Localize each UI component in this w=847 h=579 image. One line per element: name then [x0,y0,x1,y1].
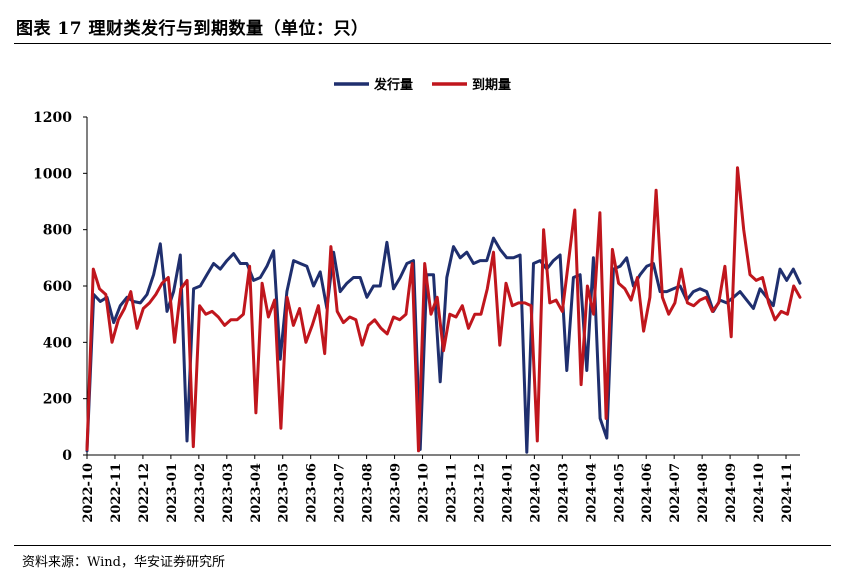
x-tick-label: 2023-08 [361,463,376,523]
x-tick-label: 2024-01 [500,463,515,523]
y-axis: 0 200 400 600 800 1000 1200 [33,110,88,464]
x-tick-label: 2023-10 [417,463,432,523]
series-group [85,166,802,454]
y-tick-label: 200 [43,392,72,408]
x-tick-label: 2023-11 [444,463,459,523]
x-tick-label: 2023-09 [389,463,404,523]
x-tick-label: 2023-06 [305,463,320,523]
legend: 发行量 到期量 [334,77,511,93]
y-tick-label: 600 [43,279,72,295]
x-tick-label: 2024-10 [752,463,767,523]
y-tick-label: 1200 [33,110,72,126]
x-tick-label: 2022-10 [81,463,96,523]
x-tick-label: 2023-05 [277,463,292,523]
x-tick-label: 2023-12 [472,463,487,523]
series-line-issue [85,236,802,454]
x-tick-label: 2022-12 [137,463,152,523]
y-tick-label: 0 [62,448,72,464]
x-tick-label: 2024-08 [696,463,711,523]
x-tick-label: 2023-04 [249,463,264,523]
figure-title: 图表 17 理财类发行与到期数量（单位：只） [16,19,369,39]
y-tick-label: 400 [43,335,72,351]
series-line-maturity [85,166,802,453]
x-tick-label: 2023-02 [193,463,208,523]
source-rule [14,545,831,546]
legend-label-maturity: 到期量 [472,78,511,93]
legend-label-issue: 发行量 [373,77,413,93]
figure-source: 资料来源：Wind，华安证券研究所 [22,555,225,570]
x-tick-label: 2024-04 [584,463,599,523]
x-tick-label: 2023-07 [333,463,348,523]
x-tick-label: 2022-11 [109,463,124,523]
x-tick-label: 2024-06 [640,463,655,523]
title-rule [14,43,831,44]
x-tick-label: 2024-11 [780,463,795,523]
x-tick-label: 2024-03 [556,463,571,523]
y-tick-label: 1000 [33,166,72,182]
x-tick-label: 2023-01 [165,463,180,523]
y-tick-label: 800 [43,223,72,239]
x-axis: 2022-10 2022-11 2022-12 2023-01 2023-02 2023-… [81,454,800,523]
x-tick-label: 2024-09 [724,463,739,523]
x-tick-label: 2024-07 [668,463,683,523]
x-tick-label: 2024-02 [528,463,543,523]
x-tick-label: 2024-05 [612,463,627,523]
x-tick-label: 2023-03 [221,463,236,523]
